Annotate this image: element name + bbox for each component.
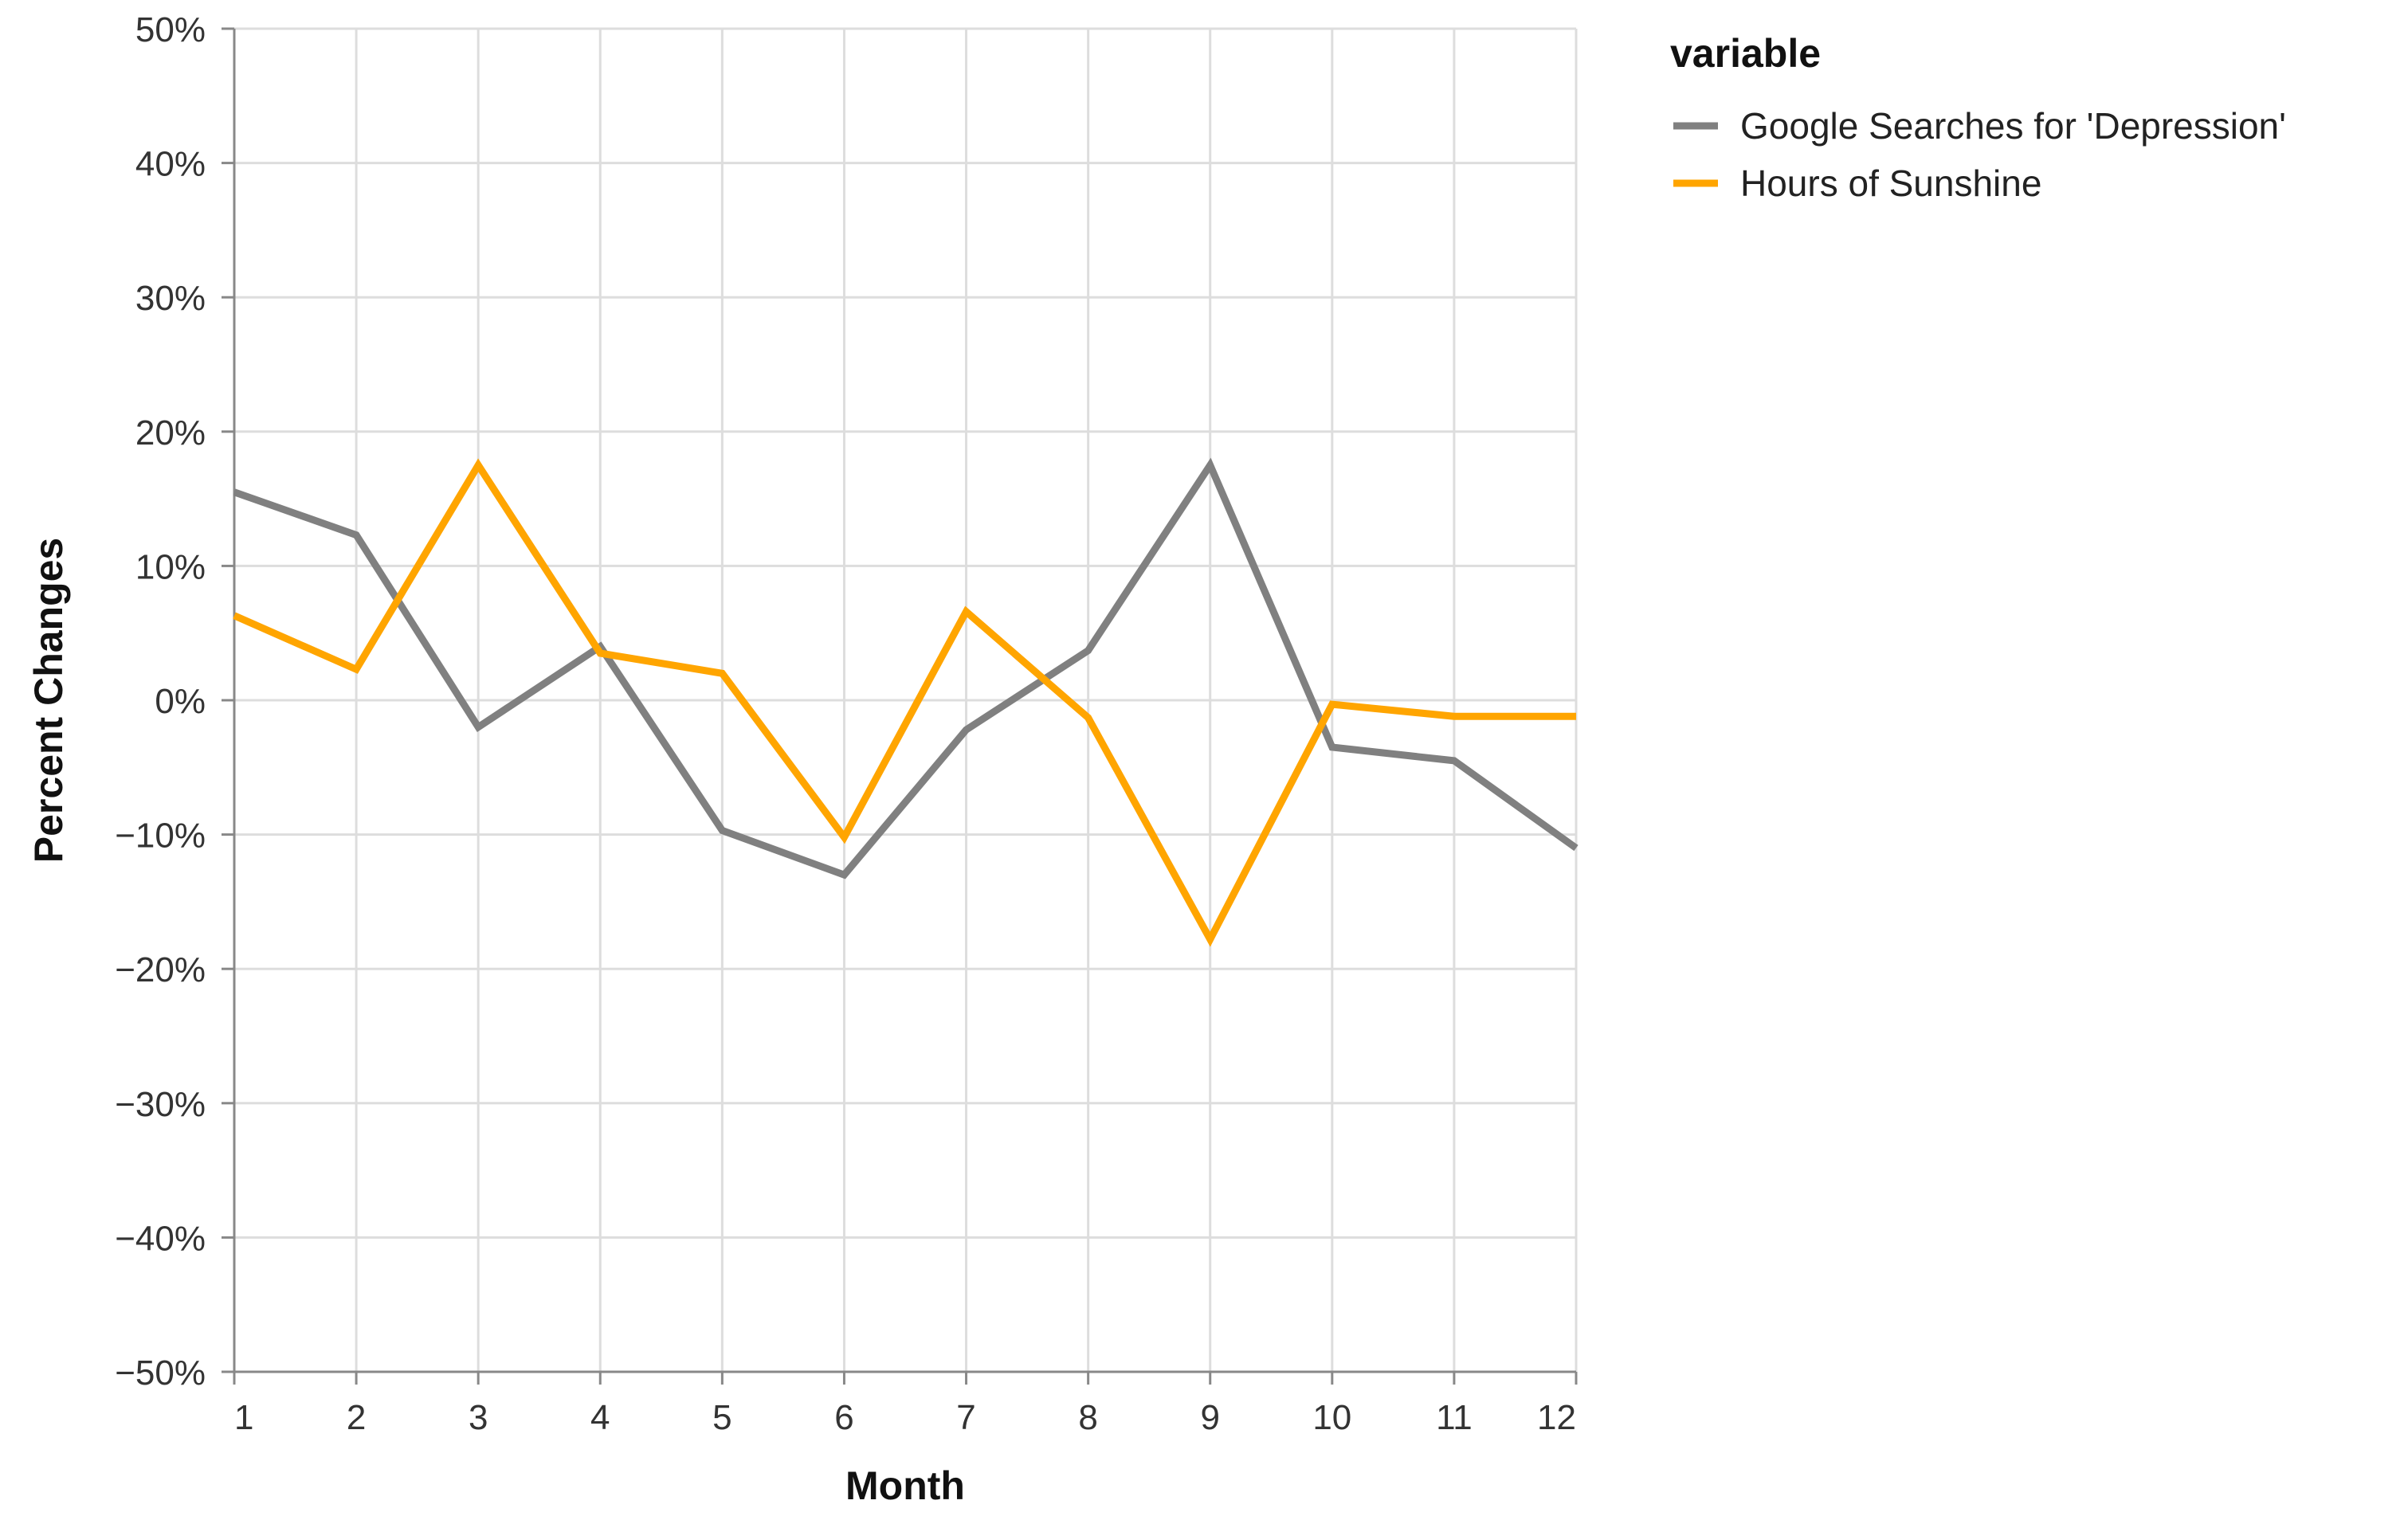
y-tick-label: −30%	[115, 1085, 206, 1124]
series-layer	[233, 457, 1579, 947]
series-line-0	[233, 457, 1579, 879]
legend-label-1: Hours of Sunshine	[1740, 163, 2041, 204]
x-tick-label: 10	[1312, 1398, 1351, 1437]
x-tick-label: 11	[1436, 1398, 1473, 1437]
x-tick-label: 6	[834, 1398, 853, 1437]
y-tick-label: −20%	[115, 950, 206, 989]
grid-layer	[233, 27, 1578, 1373]
y-axis-title: Percent Changes	[26, 538, 71, 863]
series-line-1	[233, 458, 1576, 947]
y-tick-label: −40%	[115, 1219, 206, 1258]
x-tick-label: 5	[712, 1398, 731, 1437]
axis-layer: 50%40%30%20%10%0%−10%−20%−30%−40%−50%1 2 3…	[115, 10, 1578, 1437]
y-tick-label: 40%	[135, 145, 206, 184]
x-axis-title: Month	[845, 1463, 965, 1508]
y-tick-label: −50%	[115, 1353, 206, 1393]
legend-label-0: Google Searches for 'Depression'	[1740, 105, 2286, 147]
y-tick-label: 30%	[135, 279, 206, 318]
x-tick-label: 12	[1537, 1398, 1576, 1437]
legend-items: Google Searches for 'Depression' Hours of…	[1673, 105, 2286, 204]
x-tick-label: 8	[1078, 1398, 1097, 1437]
x-tick-label: 3	[469, 1398, 488, 1437]
x-tick-label: 9	[1200, 1398, 1219, 1437]
y-tick-label: 50%	[135, 10, 206, 49]
y-tick-label: 20%	[135, 413, 206, 452]
x-tick-label: 2	[347, 1398, 366, 1437]
legend: variable Google Searches for 'Depression…	[1670, 31, 2286, 204]
y-tick-label: −10%	[115, 817, 206, 856]
legend-title: variable	[1670, 31, 1821, 76]
x-tick-label: 4	[590, 1398, 610, 1437]
x-tick-label: 7	[956, 1398, 975, 1437]
y-tick-label: 10%	[135, 547, 206, 586]
y-tick-label: 0%	[155, 682, 206, 721]
x-tick-label: 1	[234, 1398, 253, 1437]
